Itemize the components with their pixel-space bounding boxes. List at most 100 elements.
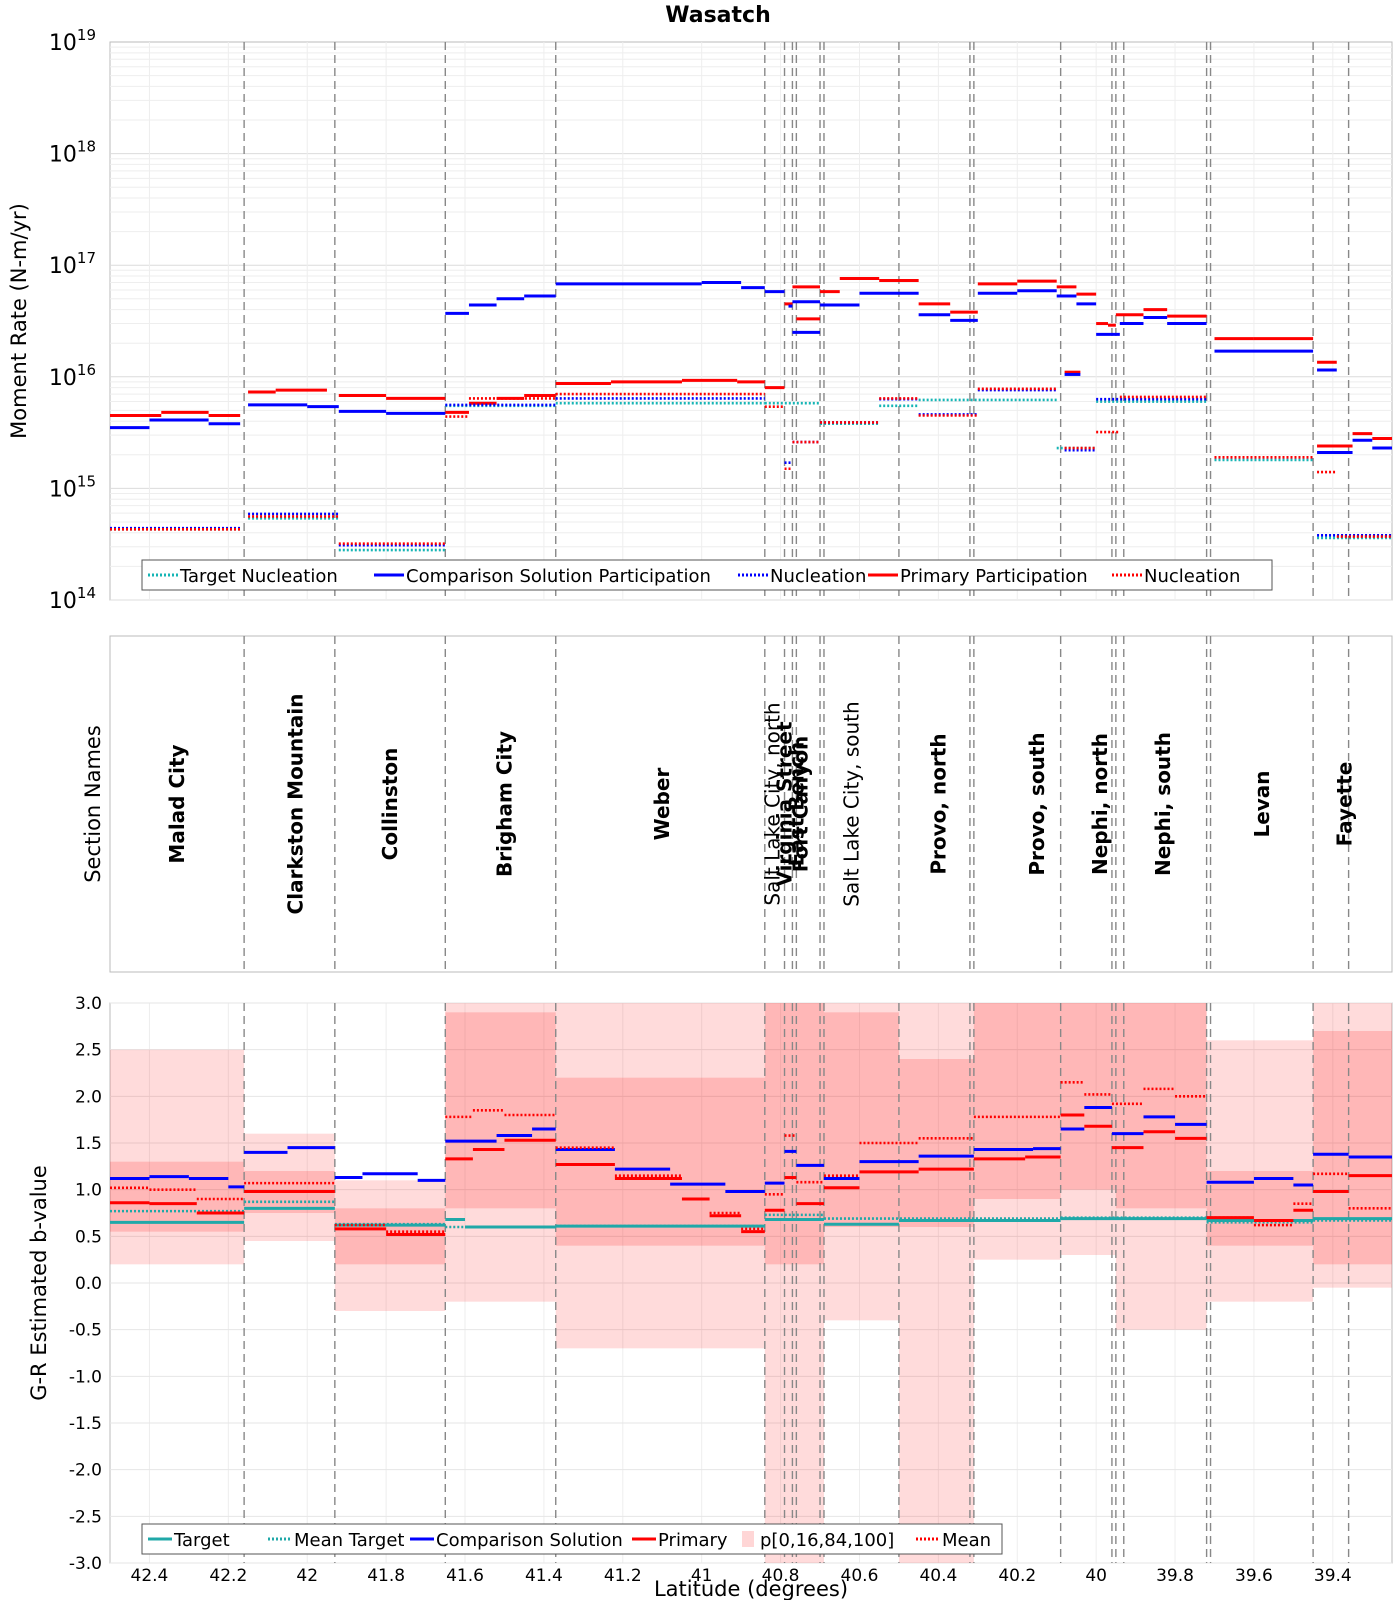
legend-label: Primary bbox=[658, 1530, 728, 1551]
section-name: Virginia Street bbox=[773, 721, 797, 887]
b-value-panel: -3.0 -2.5 -2.0 -1.5 -1.0 -0.5 0.0 0.5 1.0 1.5 2.0 2… bbox=[27, 994, 1393, 1600]
moment-rate-y-label: Moment Rate (N-m/yr) bbox=[7, 203, 31, 439]
section-name: Salt Lake City, north bbox=[761, 702, 785, 905]
y-tick-label: 0.5 bbox=[75, 1227, 102, 1247]
section-names-y-label: Section Names bbox=[81, 725, 105, 883]
moment-rate-y-ticks: 1014 1015 1016 1017 1018 1019 bbox=[49, 26, 96, 614]
x-tick-label: 39.8 bbox=[1156, 1566, 1194, 1586]
section-name: Weber bbox=[650, 768, 674, 841]
moment-rate-legend-box bbox=[141, 559, 1273, 591]
section-name: Provo, north bbox=[926, 733, 950, 874]
x-tick-label: 41.8 bbox=[367, 1566, 405, 1586]
percentile-band-inner bbox=[898, 1059, 974, 1227]
x-tick-label: 39.6 bbox=[1235, 1566, 1273, 1586]
moment-rate-section-boundaries bbox=[243, 42, 1350, 600]
b-value-grid bbox=[110, 1002, 1392, 1564]
y-tick-label: 1016 bbox=[49, 361, 96, 391]
section-name: Fort Canyon bbox=[788, 736, 812, 872]
section-names-plot-area bbox=[109, 635, 1393, 973]
b-value-section-boundaries bbox=[243, 1003, 1350, 1563]
percentile-band-outer bbox=[898, 1003, 974, 1563]
x-tick-label: 41.2 bbox=[604, 1566, 642, 1586]
section-name: Clarkston Mountain bbox=[283, 694, 307, 915]
legend-swatch bbox=[742, 1531, 754, 1547]
percentile-band-outer bbox=[445, 1003, 556, 1302]
y-tick-label: -0.5 bbox=[69, 1321, 102, 1341]
section-name: Malad City bbox=[165, 744, 189, 863]
legend-label: Nucleation bbox=[770, 566, 866, 587]
percentile-band-inner bbox=[973, 1003, 1061, 1199]
y-tick-label: 2.5 bbox=[75, 1041, 102, 1061]
percentile-band-inner bbox=[445, 1012, 556, 1209]
legend-label: Mean bbox=[942, 1530, 991, 1551]
b-value-y-ticks: -3.0 -2.5 -2.0 -1.5 -1.0 -0.5 0.0 0.5 1.0 1.5 2.0 2… bbox=[69, 994, 102, 1574]
legend-label: Mean Target bbox=[294, 1530, 404, 1551]
percentile-band-inner bbox=[764, 1003, 824, 1265]
x-tick-label: 42 bbox=[296, 1566, 318, 1586]
y-tick-label: -2.0 bbox=[69, 1461, 102, 1481]
x-axis-label: Latitude (degrees) bbox=[654, 1577, 848, 1600]
x-tick-label: 41.6 bbox=[446, 1566, 484, 1586]
section-name: East Bench bbox=[784, 742, 808, 867]
legend-label: Comparison Solution Participation bbox=[406, 566, 711, 587]
y-tick-label: 1018 bbox=[49, 138, 96, 168]
percentile-band-inner bbox=[1115, 1003, 1207, 1209]
legend-label: p[0,16,84,100] bbox=[760, 1530, 894, 1551]
x-tick-label: 41.4 bbox=[525, 1566, 563, 1586]
chart-title: Wasatch bbox=[665, 3, 771, 28]
section-name: Collinston bbox=[378, 748, 402, 861]
y-tick-label: -1.0 bbox=[69, 1367, 102, 1387]
x-tick-label: 42.2 bbox=[209, 1566, 247, 1586]
b-value-legend-box bbox=[141, 1523, 1003, 1555]
y-tick-label: 1015 bbox=[49, 472, 96, 502]
y-tick-label: -3.0 bbox=[69, 1554, 102, 1574]
y-tick-label: 0.0 bbox=[75, 1274, 102, 1294]
section-names-boundaries bbox=[243, 636, 1350, 972]
legend-label: Nucleation bbox=[1144, 566, 1240, 587]
section-name-labels: Malad City Clarkston Mountain Collinston Br… bbox=[165, 694, 1357, 915]
legend-label: Target Nucleation bbox=[179, 566, 338, 587]
x-tick-label: 40.4 bbox=[919, 1566, 957, 1586]
percentile-band-outer bbox=[764, 1003, 824, 1563]
percentile-band-outer bbox=[973, 1003, 1061, 1260]
section-name: Fayette bbox=[1333, 762, 1357, 847]
percentile-band-outer bbox=[1206, 1040, 1314, 1302]
percentile-band-inner bbox=[1060, 1003, 1116, 1190]
y-tick-label: 2.0 bbox=[75, 1087, 102, 1107]
x-tick-label: 41 bbox=[691, 1566, 713, 1586]
y-tick-label: 1019 bbox=[49, 26, 96, 56]
percentile-band-outer bbox=[334, 1180, 446, 1311]
b-value-legend: Target Mean Target Comparison Solution Prim… bbox=[141, 1523, 1003, 1555]
x-tick-label: 40 bbox=[1085, 1566, 1107, 1586]
x-tick-label: 40.6 bbox=[841, 1566, 879, 1586]
x-tick-label: 42.4 bbox=[131, 1566, 169, 1586]
moment-rate-series bbox=[110, 277, 1392, 552]
legend-label: Primary Participation bbox=[900, 566, 1088, 587]
legend-label: Target bbox=[173, 1530, 230, 1551]
y-tick-label: 1.0 bbox=[75, 1181, 102, 1201]
x-tick-label: 39.4 bbox=[1314, 1566, 1352, 1586]
percentile-band-inner bbox=[555, 1077, 765, 1246]
b-value-series bbox=[110, 1081, 1392, 1236]
moment-rate-legend: Target Nucleation Comparison Solution Par… bbox=[141, 559, 1273, 591]
latitude-x-ticks: 42.4 42.2 42 41.8 41.6 41.4 41.2 41 40.8 40.6 40.4… bbox=[131, 1566, 1352, 1586]
legend-label: Comparison Solution bbox=[436, 1530, 623, 1551]
section-name: Salt Lake City, south bbox=[840, 701, 864, 906]
percentile-band-outer bbox=[110, 1049, 245, 1265]
moment-rate-panel: 1014 1015 1016 1017 1018 1019 Moment Rate (N-… bbox=[7, 26, 1393, 614]
section-name: Provo, south bbox=[1025, 732, 1049, 875]
section-name: Brigham City bbox=[492, 731, 516, 877]
percentile-band-inner bbox=[823, 1012, 899, 1227]
section-name: Nephi, north bbox=[1088, 733, 1112, 875]
y-tick-label: 1.5 bbox=[75, 1134, 102, 1154]
y-tick-label: -1.5 bbox=[69, 1414, 102, 1434]
y-tick-label: 3.0 bbox=[75, 994, 102, 1014]
y-tick-label: 1014 bbox=[49, 584, 96, 614]
x-tick-label: 40.2 bbox=[998, 1566, 1036, 1586]
section-names-panel: Malad City Clarkston Mountain Collinston Br… bbox=[81, 635, 1393, 973]
y-tick-label: -2.5 bbox=[69, 1507, 102, 1527]
x-tick-label: 40.8 bbox=[762, 1566, 800, 1586]
percentile-band-inner bbox=[110, 1161, 245, 1232]
percentile-band-outer bbox=[1313, 1003, 1392, 1288]
